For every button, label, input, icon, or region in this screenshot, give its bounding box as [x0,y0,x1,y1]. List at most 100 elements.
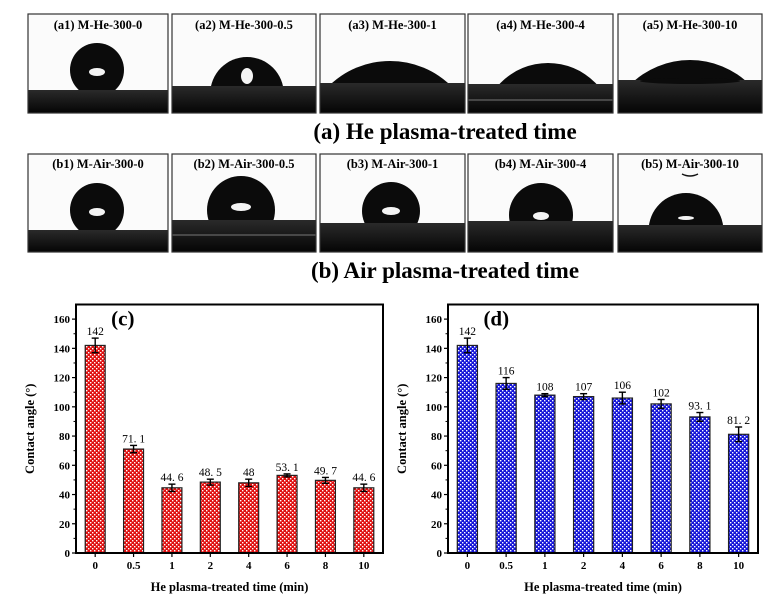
water-droplet [70,43,124,90]
water-droplet [499,63,597,84]
panel-label: (d) [483,307,509,331]
data-label: 107 [575,382,593,394]
data-label: 48 [243,467,255,479]
bar-4 [611,397,634,554]
y-tick-label: 20 [59,519,71,531]
row-b-caption: (b) Air plasma-treated time [311,258,579,283]
x-tick-label: 2 [581,560,587,572]
bar-10 [727,433,750,554]
y-tick-label: 80 [59,431,71,443]
x-tick-label: 2 [208,560,214,572]
data-label: 81. 2 [727,415,750,427]
droplet-photo: (a4) M-He-300-4 [467,13,614,114]
substrate [618,225,762,252]
data-label: 108 [536,382,554,394]
x-tick-label: 8 [323,560,329,572]
y-tick-label: 80 [431,431,443,443]
droplet-highlight [89,68,105,76]
water-droplet [332,61,448,83]
droplet-photo: (a1) M-He-300-0 [27,13,169,114]
x-tick-label: 0 [92,560,98,572]
data-label: 106 [614,380,632,392]
data-label: 49. 7 [314,465,337,477]
photo-frame [467,153,614,253]
photo-frame [617,153,763,253]
droplet-highlight [678,216,694,220]
y-tick-label: 60 [59,460,71,472]
photo-title: (b5) M-Air-300-10 [641,157,739,171]
water-droplet [70,183,124,230]
photo-frame [319,13,466,114]
x-tick-label: 0.5 [499,560,513,572]
y-tick-label: 40 [431,490,443,502]
water-droplet [207,176,275,220]
droplet-photo: (b1) M-Air-300-0 [27,153,169,253]
y-tick-label: 40 [59,490,71,502]
x-tick-label: 4 [620,560,626,572]
y-tick-label: 120 [54,373,71,385]
droplet-photo: (b3) M-Air-300-1 [319,153,466,253]
bar-4 [238,482,260,554]
photo-title: (b1) M-Air-300-0 [52,157,144,171]
photo-frame [617,13,763,114]
data-label: 93. 1 [688,401,711,413]
substrate [320,83,465,113]
droplet-photo: (b4) M-Air-300-4 [467,153,614,253]
y-tick-label: 60 [431,460,443,472]
droplet-reflection [640,78,740,84]
photo-title: (a1) M-He-300-0 [54,18,143,32]
bar-10 [353,487,375,554]
bar-1 [534,394,556,554]
y-tick-label: 160 [426,314,443,326]
photo-title: (a5) M-He-300-10 [643,18,738,32]
bar-0.5 [495,382,517,554]
droplet-highlight [382,207,400,215]
bar-2 [572,395,595,554]
chart-d: 02040608010012014016014201160.5108110721… [395,303,759,594]
droplet-highlight [231,203,251,211]
y-tick-label: 140 [54,343,71,355]
photo-frame [171,13,317,114]
bar-0.5 [122,448,145,554]
x-tick-label: 10 [733,560,745,572]
data-label: 53. 1 [276,462,299,474]
y-tick-label: 100 [54,402,71,414]
x-tick-label: 0 [465,560,471,572]
substrate [618,80,762,113]
data-label: 44. 6 [160,472,183,484]
data-label: 116 [498,366,515,378]
droplet-photo: (b2) M-Air-300-0.5 [171,153,317,253]
x-tick-label: 6 [284,560,290,572]
substrate [320,223,465,252]
x-axis-title: He plasma-treated time (min) [151,580,309,594]
droplet-highlight [241,68,253,84]
water-droplet [509,183,573,221]
x-tick-label: 0.5 [127,560,141,572]
photo-title: (a3) M-He-300-1 [348,18,437,32]
data-label: 142 [87,326,105,338]
x-tick-label: 6 [658,560,664,572]
needle-tip [681,173,699,177]
water-droplet [635,60,745,80]
photo-frame [27,153,169,253]
droplet-highlight [533,212,549,220]
bar-0 [84,344,106,554]
data-label: 48. 5 [199,467,222,479]
panel-label: (c) [111,307,134,331]
y-tick-label: 0 [437,548,443,560]
x-tick-label: 1 [542,560,548,572]
droplet-photo: (a2) M-He-300-0.5 [171,13,317,114]
droplet-photo: (b5) M-Air-300-10 [617,153,763,253]
x-axis-title: He plasma-treated time (min) [524,580,682,594]
droplet-photo: (a5) M-He-300-10 [617,13,763,114]
photo-title: (b4) M-Air-300-4 [495,157,587,171]
substrate [28,230,168,252]
plot-frame [447,303,759,554]
substrate [172,86,316,113]
photo-title: (b2) M-Air-300-0.5 [194,157,295,171]
x-tick-label: 8 [697,560,703,572]
droplet-photo: (a3) M-He-300-1 [319,13,466,114]
row-a-caption: (a) He plasma-treated time [313,119,576,144]
